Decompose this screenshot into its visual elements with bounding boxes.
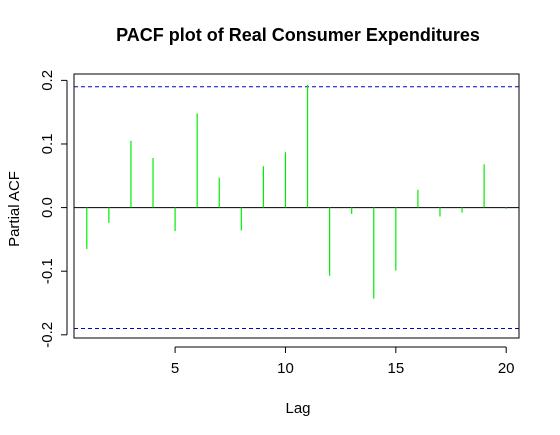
pacf-bars — [86, 84, 507, 299]
y-axis: -0.2 -0.1 0.0 0.1 0.2 — [39, 70, 68, 348]
x-tick-label: 10 — [277, 360, 294, 377]
y-tick-label: -0.2 — [39, 322, 56, 348]
x-tick-label: 5 — [171, 360, 179, 377]
y-tick-label: -0.1 — [39, 258, 56, 284]
x-axis: 5 10 15 20 — [171, 346, 515, 377]
y-axis-label: Partial ACF — [6, 171, 23, 247]
x-tick-label: 15 — [387, 360, 404, 377]
y-tick-label: 0.2 — [39, 70, 56, 91]
y-tick-label: 0.1 — [39, 134, 56, 155]
x-axis-label: Lag — [285, 400, 310, 417]
plot-frame — [73, 73, 520, 339]
chart-title: PACF plot of Real Consumer Expenditures — [116, 25, 480, 45]
x-tick-label: 20 — [498, 360, 515, 377]
y-tick-label: 0.0 — [39, 197, 56, 218]
